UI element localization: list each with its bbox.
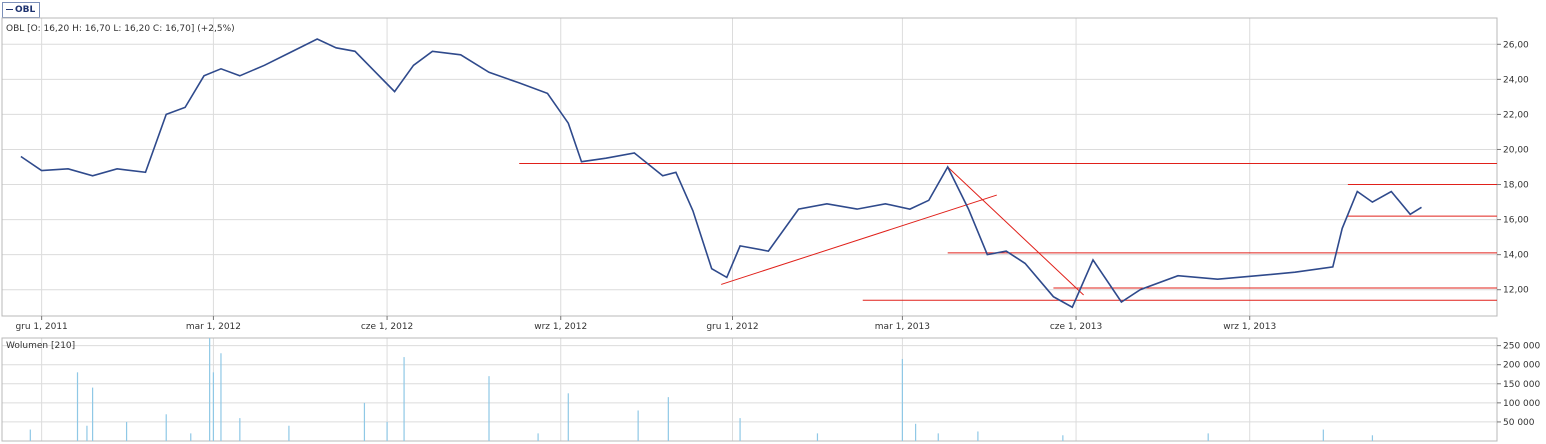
volume-panel-frame [1, 337, 1498, 442]
volume-bar [363, 402, 366, 441]
y-tick-label: 26,00 [1503, 40, 1529, 50]
volume-bar [86, 425, 88, 441]
y-tick-label: 24,00 [1503, 75, 1529, 85]
price-grid [2, 18, 1497, 316]
volume-bar [937, 433, 939, 441]
volume-bar [1062, 435, 1064, 441]
volume-bar [739, 418, 741, 441]
volume-bar [1322, 429, 1324, 441]
volume-bar [1371, 435, 1374, 441]
volume-tick-label: 150 000 [1503, 380, 1540, 390]
y-tick-label: 20,00 [1503, 145, 1529, 155]
volume-axis-ticks: 50 000 100 000 150 000 200 000 250 000 [1497, 342, 1540, 428]
diagonal-trend-line [721, 194, 997, 285]
price-panel-frame [1, 17, 1498, 317]
volume-bar [190, 433, 192, 441]
volume-bar [92, 387, 94, 441]
volume-bar [537, 433, 539, 441]
y-tick-label: 22,00 [1503, 110, 1529, 120]
volume-tick-label: 250 000 [1503, 342, 1540, 352]
ticker-label: OBL [15, 5, 36, 15]
volume-bar [816, 433, 819, 441]
x-tick-label: wrz 1, 2012 [534, 322, 587, 332]
y-tick-label: 16,00 [1503, 216, 1529, 226]
volume-bar [239, 418, 241, 441]
x-tick-label: gru 1, 2011 [15, 322, 67, 332]
volume-bar [386, 421, 388, 441]
volume-panel-title: Wolumen [210] [6, 341, 75, 351]
volume-tick-label: 200 000 [1503, 361, 1540, 371]
x-axis-ticks: gru 1, 2011 mar 1, 2012 cze 1, 2012 wrz 1, … [15, 316, 1276, 332]
x-tick-label: cze 1, 2012 [361, 322, 413, 332]
y-tick-label: 12,00 [1503, 286, 1529, 296]
volume-bar [667, 397, 669, 441]
volume-bar [488, 376, 490, 441]
y-tick-label: 14,00 [1503, 251, 1529, 261]
price-panel-title: OBL [O: 16,20 H: 16,70 L: 16,20 C: 16,70… [6, 24, 235, 34]
volume-bar [125, 421, 128, 441]
x-tick-label: mar 1, 2013 [875, 322, 930, 332]
volume-bar [915, 423, 917, 441]
volume-bar [977, 431, 979, 441]
volume-tick-label: 50 000 [1503, 418, 1535, 428]
volume-bar [29, 429, 31, 441]
diagonal-trend-line [947, 166, 1084, 296]
trend-lines [519, 162, 1497, 301]
volume-bar [567, 393, 569, 441]
x-tick-label: gru 1, 2012 [706, 322, 758, 332]
x-tick-label: mar 1, 2012 [186, 322, 241, 332]
volume-tick-label: 100 000 [1503, 399, 1540, 409]
volume-bar [637, 410, 639, 441]
volume-bar [220, 353, 222, 441]
volume-bar [403, 357, 405, 441]
volume-bar [288, 425, 290, 441]
volume-bar [209, 338, 211, 441]
volume-bar [212, 372, 215, 441]
volume-bar [1207, 433, 1209, 441]
volume-bar [901, 358, 903, 441]
price-series-line [20, 38, 1422, 309]
volume-bars [29, 338, 1374, 441]
volume-bar [165, 414, 167, 441]
y-tick-label: 18,00 [1503, 181, 1529, 191]
volume-grid [2, 338, 1497, 441]
x-tick-label: wrz 1, 2013 [1223, 322, 1276, 332]
legend-swatch-icon [6, 9, 13, 10]
y-axis-ticks: 12,00 14,00 16,00 18,00 20,00 22,00 24,00 26,00 [1497, 40, 1529, 296]
x-tick-label: cze 1, 2013 [1050, 322, 1102, 332]
volume-bar [76, 372, 79, 441]
